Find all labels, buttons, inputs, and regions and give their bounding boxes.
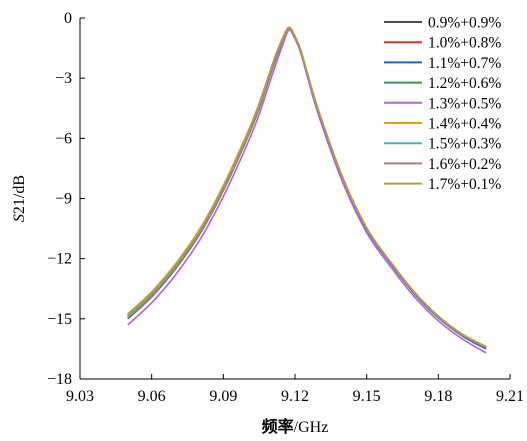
legend-label: 1.5%+0.3% [428, 136, 501, 153]
axes: 9.03 9.06 9.09 9.12 9.15 9.18 9.21 0 −3 −6 −9 −12 −1… [47, 10, 524, 405]
y-tick-label: −18 [47, 371, 72, 388]
legend-label: 1.2%+0.6% [428, 75, 501, 92]
y-tick-label: −6 [55, 130, 72, 147]
y-axis-label-italic: S [11, 214, 28, 222]
y-tick-label: −12 [47, 251, 72, 268]
x-tick-label: 9.21 [496, 388, 524, 405]
series-line [127, 29, 487, 354]
x-tick-label: 9.06 [138, 388, 166, 405]
x-tick-label: 9.09 [209, 388, 237, 405]
x-tick-label: 9.15 [353, 388, 381, 405]
y-axis-label: S21/dB [11, 175, 28, 222]
x-tick-label: 9.12 [281, 388, 309, 405]
y-axis-label-rest: 21/dB [11, 175, 28, 214]
legend-label: 1.6%+0.2% [428, 156, 501, 173]
legend-label: 1.4%+0.4% [428, 116, 501, 133]
plot-lines [127, 26, 487, 354]
legend-label: 1.1%+0.7% [428, 55, 501, 72]
legend-label: 1.3%+0.5% [428, 95, 501, 112]
y-tick-label: −9 [55, 191, 72, 208]
x-axis-label: 频率/GHz [262, 417, 329, 436]
x-axis-label-main: 频率 [262, 417, 294, 436]
y-tick-label: 0 [64, 10, 72, 27]
legend-label: 1.7%+0.1% [428, 176, 501, 193]
series-line [127, 26, 487, 348]
y-tick-label: −3 [55, 70, 72, 87]
y-tick-label: −15 [47, 311, 72, 328]
x-tick-label: 9.18 [424, 388, 452, 405]
legend-label: 0.9%+0.9% [428, 15, 501, 32]
legend: 0.9%+0.9% 1.0%+0.8% 1.1%+0.7% 1.2%+0.6% 1.3%… [384, 15, 501, 193]
legend-label: 1.0%+0.8% [428, 35, 501, 52]
x-tick-label: 9.03 [66, 388, 94, 405]
x-axis-label-unit: /GHz [294, 419, 329, 436]
